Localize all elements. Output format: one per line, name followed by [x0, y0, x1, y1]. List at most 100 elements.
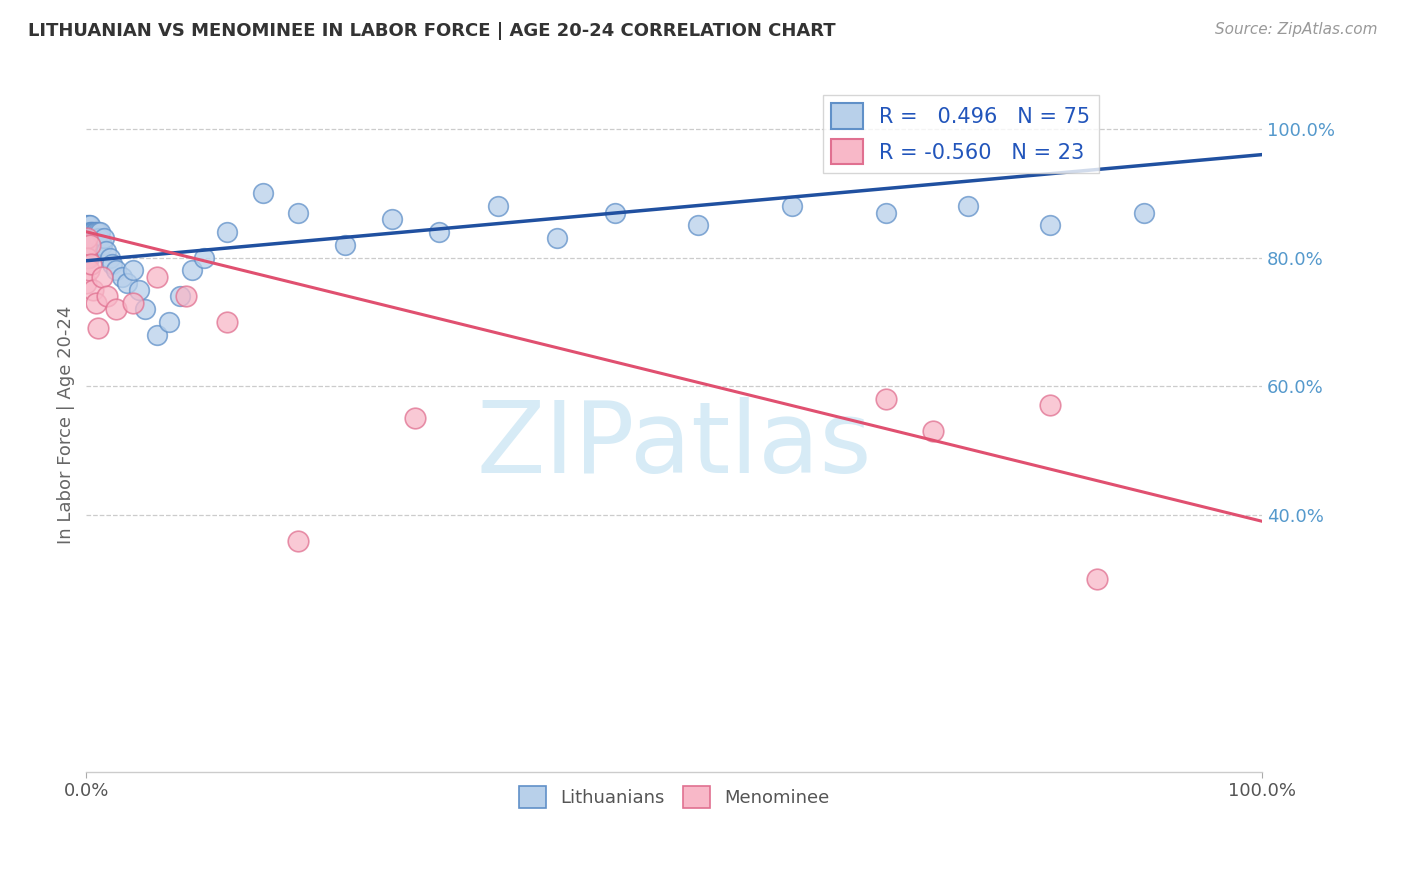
Point: [1133, 205, 1156, 219]
Point: [287, 533, 309, 548]
Point: [146, 269, 169, 284]
Point: [77, 237, 100, 252]
Point: [82, 237, 104, 252]
Point: [79, 237, 101, 252]
Point: [1039, 399, 1062, 413]
Point: [82, 225, 104, 239]
Point: [80, 225, 103, 239]
Point: [96, 244, 118, 259]
Point: [87, 321, 110, 335]
Point: [96, 289, 118, 303]
Point: [686, 219, 709, 233]
Point: [76, 231, 98, 245]
Point: [875, 205, 897, 219]
Point: [82, 237, 104, 252]
Point: [128, 283, 150, 297]
Point: [1085, 572, 1108, 586]
Point: [79, 231, 101, 245]
Point: [82, 231, 104, 245]
Point: [80, 244, 103, 259]
Point: [93, 231, 115, 245]
Point: [381, 211, 404, 226]
Point: [79, 225, 101, 239]
Point: [956, 199, 979, 213]
Point: [87, 225, 110, 239]
Point: [181, 263, 204, 277]
Point: [546, 231, 568, 245]
Text: ZIPatlas: ZIPatlas: [477, 397, 872, 494]
Point: [84, 225, 107, 239]
Point: [84, 231, 107, 245]
Point: [76, 219, 98, 233]
Point: [80, 237, 103, 252]
Point: [79, 244, 101, 259]
Point: [252, 186, 274, 201]
Point: [287, 205, 309, 219]
Point: [82, 283, 104, 297]
Text: Source: ZipAtlas.com: Source: ZipAtlas.com: [1215, 22, 1378, 37]
Point: [101, 257, 124, 271]
Point: [77, 244, 100, 259]
Point: [77, 251, 100, 265]
Point: [122, 263, 145, 277]
Point: [110, 269, 132, 284]
Point: [98, 251, 121, 265]
Point: [77, 219, 100, 233]
Point: [76, 237, 98, 252]
Legend: Lithuanians, Menominee: Lithuanians, Menominee: [512, 779, 837, 815]
Point: [83, 237, 105, 252]
Point: [89, 231, 111, 245]
Point: [76, 244, 98, 259]
Point: [86, 237, 108, 252]
Point: [157, 315, 180, 329]
Point: [104, 263, 127, 277]
Point: [193, 251, 215, 265]
Point: [82, 231, 104, 245]
Point: [1039, 219, 1062, 233]
Point: [780, 199, 803, 213]
Point: [83, 225, 105, 239]
Point: [104, 301, 127, 316]
Point: [76, 251, 98, 265]
Point: [82, 244, 104, 259]
Point: [75, 231, 97, 245]
Y-axis label: In Labor Force | Age 20-24: In Labor Force | Age 20-24: [58, 306, 75, 544]
Point: [80, 231, 103, 245]
Point: [122, 295, 145, 310]
Point: [217, 225, 239, 239]
Point: [404, 411, 426, 425]
Point: [921, 424, 943, 438]
Point: [80, 257, 103, 271]
Point: [75, 277, 97, 291]
Point: [79, 237, 101, 252]
Point: [75, 244, 97, 259]
Point: [169, 289, 191, 303]
Point: [90, 269, 112, 284]
Point: [75, 237, 97, 252]
Point: [76, 225, 98, 239]
Point: [76, 231, 98, 245]
Point: [86, 231, 108, 245]
Point: [117, 277, 139, 291]
Point: [75, 237, 97, 252]
Point: [82, 225, 104, 239]
Point: [75, 225, 97, 239]
Point: [146, 327, 169, 342]
Text: LITHUANIAN VS MENOMINEE IN LABOR FORCE | AGE 20-24 CORRELATION CHART: LITHUANIAN VS MENOMINEE IN LABOR FORCE |…: [28, 22, 835, 40]
Point: [486, 199, 509, 213]
Point: [89, 225, 111, 239]
Point: [875, 392, 897, 406]
Point: [77, 231, 100, 245]
Point: [83, 231, 105, 245]
Point: [134, 301, 156, 316]
Point: [82, 244, 104, 259]
Point: [84, 237, 107, 252]
Point: [84, 295, 107, 310]
Point: [77, 263, 100, 277]
Point: [333, 237, 356, 252]
Point: [427, 225, 450, 239]
Point: [605, 205, 627, 219]
Point: [217, 315, 239, 329]
Point: [77, 225, 100, 239]
Point: [87, 237, 110, 252]
